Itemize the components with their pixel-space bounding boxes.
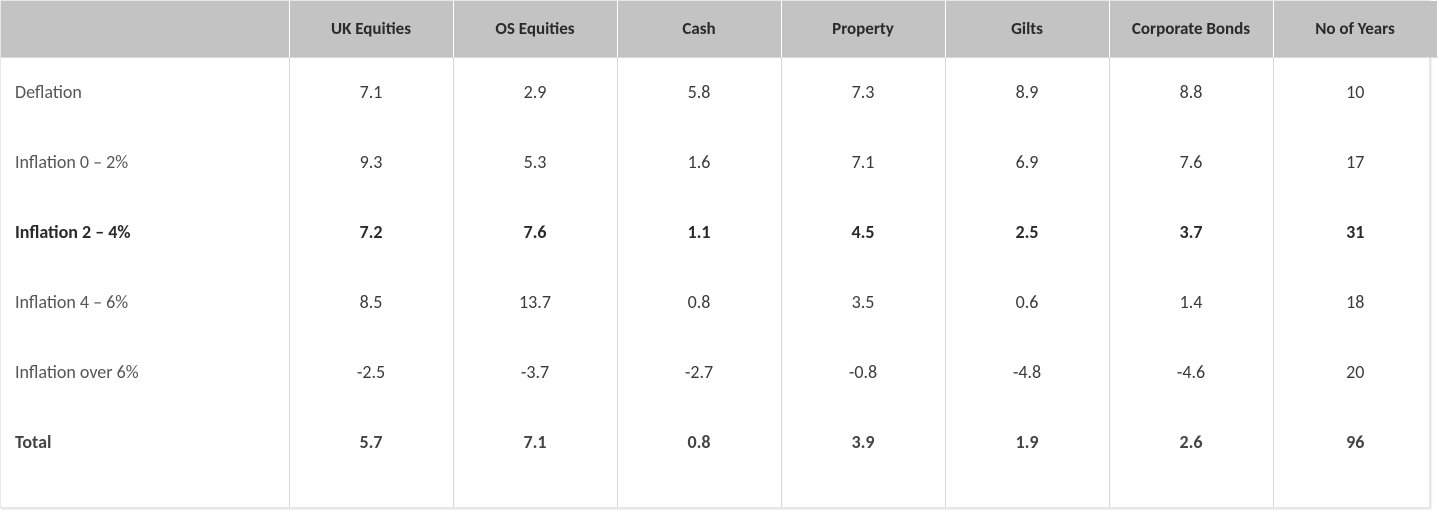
- table-row-total: Total 5.7 7.1 0.8 3.9 1.9 2.6 96: [1, 407, 1437, 477]
- cell-value: 3.9: [781, 407, 945, 477]
- cell-value: 0.8: [617, 267, 781, 337]
- cell-value: 0.8: [617, 407, 781, 477]
- cell-value: 5.7: [289, 407, 453, 477]
- cell-value: 5.8: [617, 57, 781, 127]
- cell-value: -3.7: [453, 337, 617, 407]
- table-header-row: UK Equities OS Equities Cash Property Gi…: [1, 1, 1437, 57]
- cell-value: 1.4: [1109, 267, 1273, 337]
- cell-value: 8.5: [289, 267, 453, 337]
- cell-value: 6.9: [945, 127, 1109, 197]
- returns-table-container: UK Equities OS Equities Cash Property Gi…: [0, 0, 1430, 508]
- cell-value: 7.2: [289, 197, 453, 267]
- col-header-cash: Cash: [617, 1, 781, 57]
- cell-value: 7.1: [289, 57, 453, 127]
- col-header-gilts: Gilts: [945, 1, 1109, 57]
- table-row: Deflation 7.1 2.9 5.8 7.3 8.9 8.8 10: [1, 57, 1437, 127]
- cell-value: -2.7: [617, 337, 781, 407]
- col-header-property: Property: [781, 1, 945, 57]
- cell-value: 2.5: [945, 197, 1109, 267]
- cell-value: 31: [1273, 197, 1437, 267]
- col-header-no-of-years: No of Years: [1273, 1, 1437, 57]
- returns-table: UK Equities OS Equities Cash Property Gi…: [1, 1, 1438, 507]
- cell-value: -4.6: [1109, 337, 1273, 407]
- row-label: Inflation 2 – 4%: [1, 197, 289, 267]
- cell-value: 1.1: [617, 197, 781, 267]
- table-row: Inflation 0 – 2% 9.3 5.3 1.6 7.1 6.9 7.6…: [1, 127, 1437, 197]
- col-header-os-equities: OS Equities: [453, 1, 617, 57]
- cell-value: 2.9: [453, 57, 617, 127]
- cell-value: 7.6: [1109, 127, 1273, 197]
- cell-value: 3.7: [1109, 197, 1273, 267]
- col-header-label: [1, 1, 289, 57]
- cell-value: 4.5: [781, 197, 945, 267]
- cell-value: 5.3: [453, 127, 617, 197]
- table-row: Inflation 4 – 6% 8.5 13.7 0.8 3.5 0.6 1.…: [1, 267, 1437, 337]
- row-label: Deflation: [1, 57, 289, 127]
- table-row: Inflation over 6% -2.5 -3.7 -2.7 -0.8 -4…: [1, 337, 1437, 407]
- row-label: Inflation 4 – 6%: [1, 267, 289, 337]
- cell-value: 7.3: [781, 57, 945, 127]
- cell-value: 20: [1273, 337, 1437, 407]
- cell-value: -0.8: [781, 337, 945, 407]
- cell-value: 7.1: [453, 407, 617, 477]
- table-row: Inflation 2 – 4% 7.2 7.6 1.1 4.5 2.5 3.7…: [1, 197, 1437, 267]
- cell-value: 8.8: [1109, 57, 1273, 127]
- cell-value: 10: [1273, 57, 1437, 127]
- cell-value: 3.5: [781, 267, 945, 337]
- col-header-corporate-bonds: Corporate Bonds: [1109, 1, 1273, 57]
- table-spacer-row: [1, 477, 1437, 507]
- row-label: Inflation 0 – 2%: [1, 127, 289, 197]
- table-body: Deflation 7.1 2.9 5.8 7.3 8.9 8.8 10 Inf…: [1, 57, 1437, 507]
- cell-value: 96: [1273, 407, 1437, 477]
- cell-value: 2.6: [1109, 407, 1273, 477]
- cell-value: 8.9: [945, 57, 1109, 127]
- cell-value: 1.9: [945, 407, 1109, 477]
- cell-value: 13.7: [453, 267, 617, 337]
- cell-value: -4.8: [945, 337, 1109, 407]
- cell-value: 18: [1273, 267, 1437, 337]
- cell-value: 9.3: [289, 127, 453, 197]
- cell-value: 0.6: [945, 267, 1109, 337]
- cell-value: 7.1: [781, 127, 945, 197]
- col-header-uk-equities: UK Equities: [289, 1, 453, 57]
- row-label: Inflation over 6%: [1, 337, 289, 407]
- cell-value: 17: [1273, 127, 1437, 197]
- cell-value: -2.5: [289, 337, 453, 407]
- cell-value: 7.6: [453, 197, 617, 267]
- row-label: Total: [1, 407, 289, 477]
- cell-value: 1.6: [617, 127, 781, 197]
